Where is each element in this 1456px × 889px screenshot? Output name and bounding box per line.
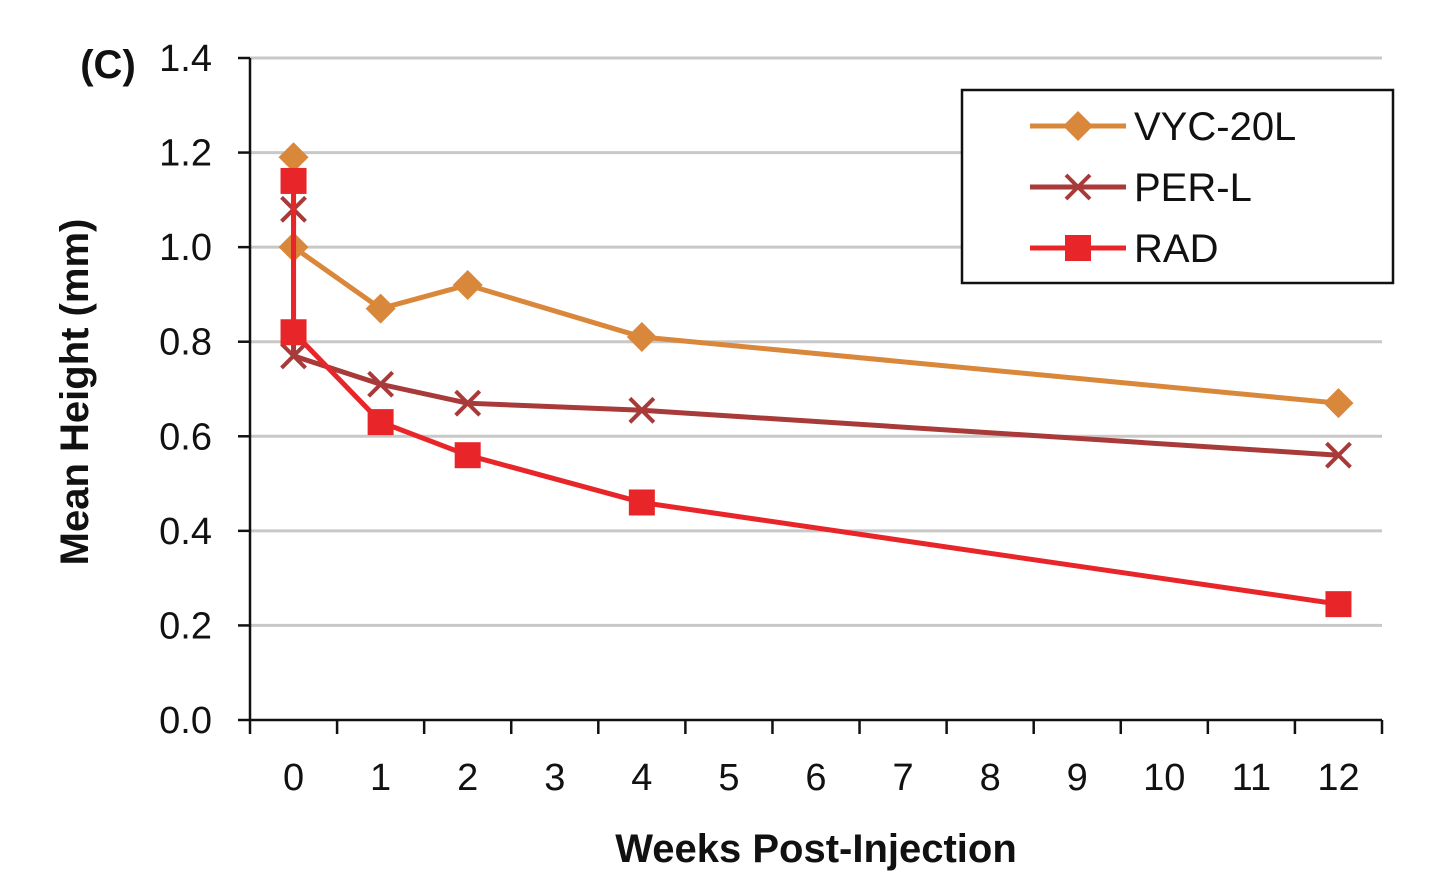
x-marker-stroke (1064, 173, 1092, 201)
data-point-per-l (454, 389, 482, 417)
data-point-rad (367, 409, 394, 436)
data-point-rad (280, 319, 307, 346)
legend-label-rad: RAD (1134, 227, 1218, 271)
data-point-vyc-20l (278, 142, 309, 173)
x-tick-label: 3 (544, 757, 565, 799)
x-tick-label: 4 (631, 757, 652, 799)
x-tick-label: 5 (718, 757, 739, 799)
panel-label: (C) (80, 43, 136, 87)
legend-label-vyc-20l: VYC-20L (1134, 105, 1296, 149)
y-tick-label: 0.4 (159, 511, 212, 553)
legend-label-per-l: PER-L (1134, 166, 1252, 210)
y-tick-label: 0.2 (159, 605, 212, 647)
x-marker-stroke (454, 389, 482, 417)
data-point-vyc-20l (1323, 388, 1354, 419)
axis-labels: (C) Weeks Post-Injection Mean Height (mm… (53, 43, 1017, 871)
x-tick-label: 10 (1143, 757, 1185, 799)
gridlines (250, 56, 1382, 627)
y-tick-label: 1.2 (159, 133, 212, 175)
legend-marker-rad (1065, 235, 1091, 261)
x-marker-stroke (280, 342, 307, 370)
x-tick-label: 12 (1317, 757, 1359, 799)
x-marker-stroke (628, 396, 656, 424)
y-tick-label: 0.8 (159, 322, 212, 364)
x-marker-stroke (367, 370, 395, 398)
data-point-vyc-20l (452, 269, 483, 300)
y-tick-label: 1.0 (159, 227, 212, 269)
x-marker-stroke (1325, 441, 1352, 469)
data-point-rad (280, 167, 307, 194)
data-point-per-l (628, 396, 656, 424)
data-point-per-l (280, 342, 307, 370)
x-tick-label: 0 (283, 757, 304, 799)
x-tick-label: 7 (893, 757, 914, 799)
series-lines (278, 142, 1354, 618)
data-point-vyc-20l (626, 321, 657, 352)
data-point-per-l (367, 370, 395, 398)
x-tick-label: 11 (1232, 757, 1271, 799)
axes: 0.00.20.40.60.81.01.21.40 1 2 3 4 5 6 7 8 9 10 11 12 (159, 38, 1384, 799)
x-tick-label: 2 (457, 757, 478, 799)
data-point-rad (628, 489, 655, 516)
data-point-rad (454, 442, 481, 469)
legend: VYC-20L PER-L RAD (960, 88, 1395, 285)
x-tick-label: 6 (805, 757, 826, 799)
data-point-rad (1325, 591, 1352, 618)
legend-marker-vyc-20l (1063, 111, 1093, 141)
y-tick-label: 1.4 (159, 38, 212, 80)
data-point-per-l (1325, 441, 1352, 469)
data-point-vyc-20l (365, 293, 396, 324)
y-tick-label: 0.0 (159, 700, 212, 742)
series-line-rad (291, 180, 1339, 607)
y-tick-label: 0.6 (159, 416, 212, 458)
legend-marker-per-l (1064, 173, 1092, 201)
x-tick-label: 1 (370, 757, 391, 799)
x-tick-label: 9 (1067, 757, 1088, 799)
x-axis-title: Weeks Post-Injection (615, 827, 1017, 871)
y-axis-title: Mean Height (mm) (53, 219, 97, 566)
x-tick-label: 8 (980, 757, 1001, 799)
